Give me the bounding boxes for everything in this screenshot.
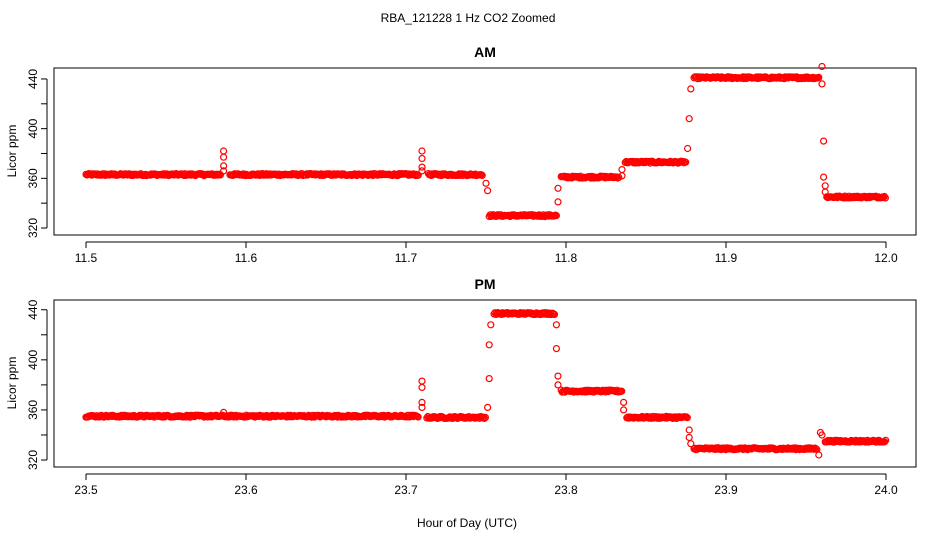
data-point (414, 413, 422, 421)
data-point (220, 167, 228, 175)
y-tick-label: 360 (26, 400, 40, 420)
data-point (220, 408, 228, 416)
y-tick-label: 400 (26, 350, 40, 370)
data-point (487, 321, 495, 329)
data-point (409, 170, 417, 178)
panel-pm: PM Licor ppm 23.5 23.6 23.7 23.8 23.9 24.0 32… (5, 276, 917, 497)
data-point (554, 381, 562, 389)
data-point (552, 212, 561, 220)
data-point (815, 451, 823, 459)
data-point (484, 187, 492, 195)
data-point (554, 198, 562, 206)
data-point (821, 182, 829, 190)
data-point (554, 372, 562, 380)
y-axis-am: 320 360 400 440 (26, 69, 48, 238)
plot-frame-pm (53, 299, 917, 468)
panel-title-am: AM (474, 44, 496, 60)
data-point (418, 147, 426, 155)
data-point (815, 73, 823, 82)
data-point (485, 375, 493, 383)
chart-title: RBA_121228 1 Hz CO2 Zoomed (381, 11, 556, 25)
data-point (821, 188, 829, 196)
data-point (685, 426, 693, 434)
x-tick-label: 23.7 (394, 483, 418, 497)
x-tick-label: 23.5 (74, 483, 98, 497)
y-tick-label: 440 (26, 299, 40, 319)
plot-frame-am (53, 67, 917, 236)
series-pm (82, 309, 890, 459)
data-point (683, 144, 692, 153)
x-tick-label: 23.8 (554, 483, 578, 497)
x-axis-pm: 23.5 23.6 23.7 23.8 23.9 24.0 (74, 473, 898, 497)
x-tick-label: 23.9 (714, 483, 738, 497)
data-point (682, 158, 690, 166)
data-point (880, 192, 889, 201)
data-point (554, 184, 562, 192)
y-axis-label-am: Licor ppm (5, 125, 19, 178)
data-point (881, 438, 889, 446)
x-tick-label: 23.6 (234, 483, 258, 497)
x-tick-label: 11.7 (395, 251, 418, 265)
data-point (220, 162, 228, 170)
y-tick-label: 320 (26, 450, 40, 470)
data-point (819, 173, 828, 181)
y-tick-label: 360 (26, 168, 40, 188)
data-point (478, 171, 486, 179)
x-axis-label: Hour of Day (UTC) (417, 516, 517, 530)
data-point (685, 433, 693, 442)
data-point (618, 387, 626, 395)
y-tick-label: 440 (26, 69, 40, 89)
data-point (418, 154, 426, 163)
data-point (818, 431, 826, 439)
data-point (480, 414, 488, 422)
data-point (418, 163, 426, 171)
data-point (418, 398, 426, 406)
x-tick-label: 24.0 (874, 483, 898, 497)
data-point (220, 153, 228, 161)
panel-title-pm: PM (475, 276, 496, 292)
data-point (485, 341, 493, 349)
data-point (818, 62, 826, 71)
data-point (618, 166, 626, 174)
x-tick-label: 12.0 (874, 251, 898, 265)
data-point (882, 436, 890, 444)
data-point (818, 80, 826, 88)
data-point (550, 310, 559, 318)
x-tick-label: 11.5 (75, 251, 98, 265)
data-point (418, 403, 426, 411)
y-axis-pm: 320 360 400 440 (26, 299, 48, 470)
data-point (819, 137, 828, 145)
y-axis-label-pm: Licor ppm (5, 357, 19, 410)
data-point (552, 345, 561, 353)
data-point (418, 383, 426, 391)
data-point (484, 403, 492, 411)
data-point (220, 147, 228, 155)
data-point (414, 171, 422, 179)
data-point (811, 444, 819, 452)
data-point (418, 167, 426, 175)
data-point (683, 414, 691, 422)
data-point (482, 179, 490, 187)
data-point (881, 194, 890, 202)
x-axis-am: 11.5 11.6 11.7 11.8 11.9 12.0 (75, 241, 898, 265)
data-point (546, 309, 555, 317)
y-tick-label: 400 (26, 118, 40, 138)
data-point (552, 321, 561, 329)
x-tick-label: 11.8 (555, 251, 578, 265)
series-am (82, 62, 890, 221)
x-tick-label: 11.6 (235, 251, 258, 265)
data-point (682, 413, 690, 421)
data-point (619, 406, 628, 414)
x-tick-label: 11.9 (715, 251, 738, 265)
data-point (687, 440, 695, 448)
data-point (685, 115, 693, 123)
data-point (418, 377, 426, 385)
panel-am: AM Licor ppm 11.5 11.6 11.7 11.8 11.9 12.0 32… (5, 44, 917, 265)
data-point (687, 85, 695, 93)
y-tick-label: 320 (26, 218, 40, 238)
data-point (619, 398, 628, 406)
data-point (481, 413, 489, 421)
